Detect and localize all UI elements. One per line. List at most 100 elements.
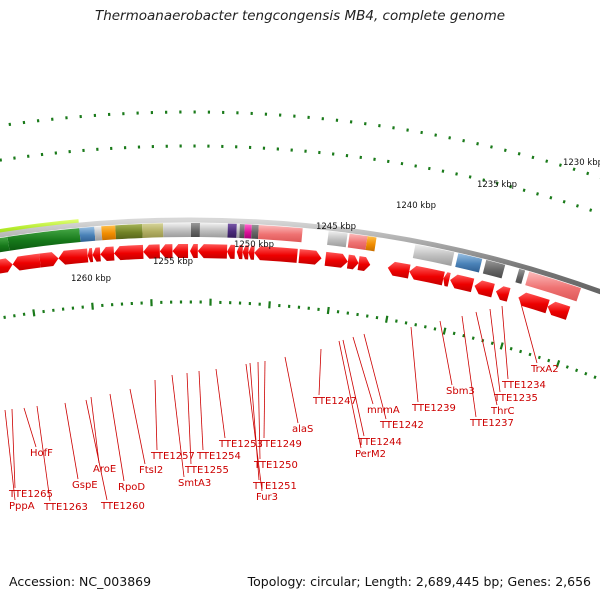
gene-block (412, 244, 455, 266)
gene-label: TTE1253 (218, 439, 263, 450)
scale-minor-tick (3, 315, 6, 319)
scale-minor-tick (572, 167, 576, 171)
gene-label: TTE1250 (253, 460, 298, 471)
leader-line (284, 356, 299, 424)
scale-minor-tick (434, 133, 438, 137)
scale-label: 1240 kbp (396, 201, 436, 211)
gene-block (0, 236, 10, 253)
scale-minor-tick (455, 172, 458, 176)
scale-minor-tick (441, 169, 445, 173)
leader-line (245, 363, 263, 492)
scale-minor-tick (452, 331, 456, 336)
leader-line (154, 379, 158, 451)
scale-minor-tick (433, 327, 437, 331)
gene-label: FtsI2 (139, 465, 163, 476)
scale-minor-tick (531, 155, 535, 160)
gene-arrow (100, 246, 115, 261)
gene-arrow (443, 272, 451, 287)
scale-major-tick (385, 315, 389, 323)
leader-line (64, 402, 79, 480)
gene-arrow (242, 245, 249, 260)
scale-minor-tick (536, 192, 539, 196)
gene-label: TTE1265 (8, 489, 53, 500)
gene-track (0, 219, 582, 320)
scale-major-tick (91, 302, 94, 310)
gene-label: TTE1254 (196, 451, 241, 462)
scale-minor-tick (482, 178, 486, 182)
scale-minor-tick (509, 184, 513, 189)
leader-line (186, 372, 192, 465)
leader-line (171, 374, 185, 478)
gene-arrow (114, 244, 144, 261)
gene-arrow (474, 280, 495, 298)
gene-block (258, 224, 303, 243)
scale-minor-tick (414, 164, 418, 168)
leader-line (352, 336, 374, 405)
scale-minor-tick (495, 181, 499, 186)
map-labels: 1230 kbp 1235 kbp 1240 kbp 1245 kbp 1250 kbp… (8, 158, 600, 513)
gene-block (94, 226, 103, 241)
leader-line (249, 362, 260, 481)
gene-label: mnmA (367, 405, 400, 416)
gene-label: TTE1247 (312, 396, 357, 407)
scale-minor-tick (476, 142, 479, 146)
leader-line (461, 315, 477, 418)
gene-arrow (172, 244, 189, 259)
gene-arrow (547, 301, 571, 320)
scale-minor-tick (528, 352, 532, 357)
scale-minor-tick (593, 375, 597, 380)
gene-block (327, 230, 348, 248)
scale-minor-tick (517, 152, 521, 156)
leader-line (4, 409, 16, 501)
scale-minor-tick (414, 323, 418, 327)
leader-line (257, 361, 261, 460)
scale-minor-tick (586, 171, 590, 176)
gene-arrow (495, 286, 511, 302)
leader-line (90, 396, 100, 464)
scale-minor-tick (545, 159, 549, 163)
scale-minor-tick (404, 321, 408, 325)
gene-arrow (236, 245, 243, 260)
gene-arrow (87, 248, 94, 263)
gene-label: TTE1251 (252, 481, 297, 492)
gene-arrow (227, 244, 236, 259)
topology-info: Topology: circular; Length: 2,689,445 bp… (247, 574, 591, 589)
map-title: Thermoanaerobacter tengcongensis MB4, co… (94, 8, 506, 24)
gene-label: TTE1234 (501, 380, 546, 391)
gene-label: alaS (292, 424, 313, 435)
gene-arrow (248, 245, 255, 260)
backbone-arc (0, 217, 600, 295)
gene-label: TTE1260 (100, 501, 145, 512)
scale-minor-tick (490, 341, 494, 345)
gene-block (227, 223, 237, 238)
scale-minor-tick (562, 199, 566, 204)
gene-label: RpoD (118, 482, 145, 493)
scale-minor-tick (575, 204, 579, 208)
scale-major-tick (32, 309, 36, 317)
scale-minor-tick (490, 145, 493, 149)
leader-line (439, 320, 453, 386)
scale-major-tick (555, 360, 561, 368)
gene-label: Sbm3 (446, 386, 475, 397)
leader-line (11, 408, 16, 489)
scale-minor-tick (375, 315, 379, 320)
gene-arrow (159, 244, 173, 259)
gene-block (347, 233, 368, 250)
gene-arrow (518, 292, 550, 314)
gene-arrow (254, 246, 298, 263)
leader-line (215, 368, 226, 439)
scale-label: 1255 kbp (153, 257, 193, 267)
gene-arrow (387, 261, 411, 279)
scale-minor-tick (575, 368, 579, 373)
leader-line (501, 305, 509, 380)
leader-line (410, 326, 419, 403)
leader-line (23, 407, 37, 448)
gene-block (7, 228, 81, 251)
scale-minor-tick (565, 365, 569, 369)
gene-label: PppA (9, 501, 35, 512)
scale-minor-tick (503, 148, 507, 152)
scale-minor-tick (549, 196, 553, 200)
scale-minor-tick (462, 139, 466, 143)
leader-line (36, 405, 51, 502)
gene-arrow (346, 254, 359, 270)
